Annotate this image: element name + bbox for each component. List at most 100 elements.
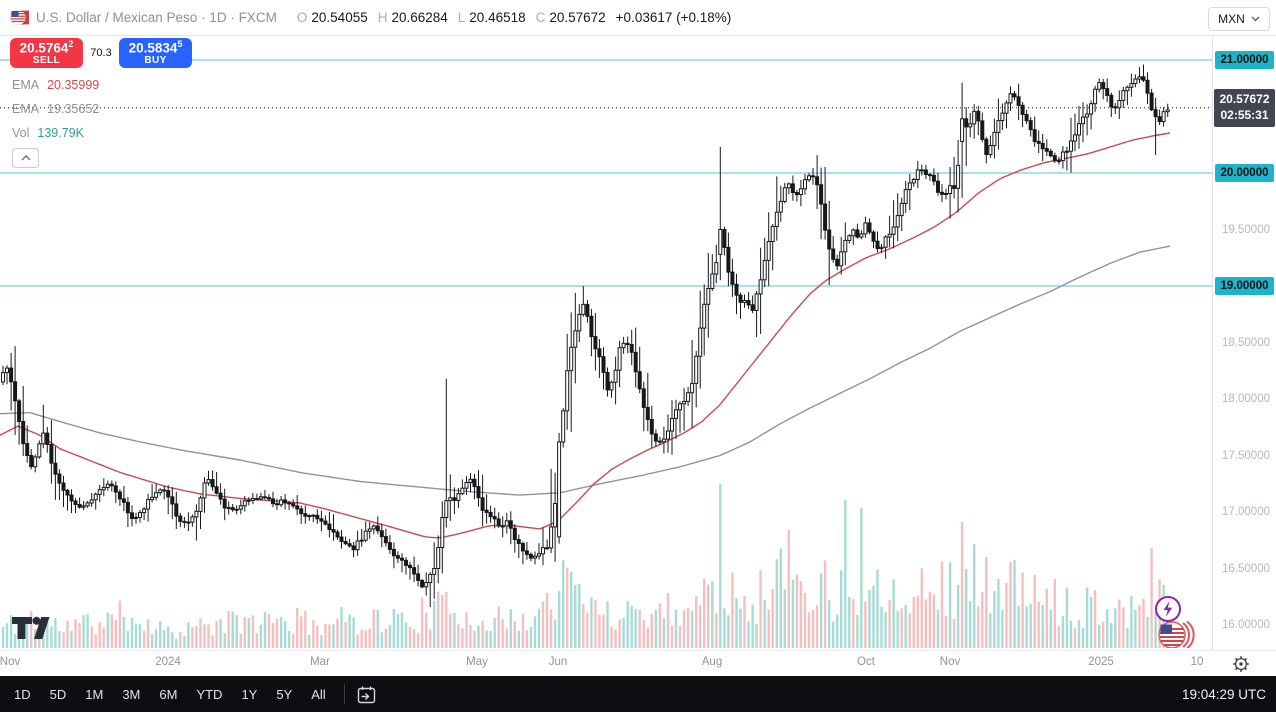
buy-button[interactable]: 20.58345 BUY <box>119 38 192 68</box>
go-to-date-button[interactable] <box>355 682 379 706</box>
candle-body <box>661 438 666 443</box>
volume-bar <box>553 619 557 648</box>
candle-body <box>488 511 493 518</box>
range-button-1y[interactable]: 1Y <box>241 686 258 702</box>
volume-bar <box>275 618 279 648</box>
volume-bar <box>1154 612 1157 648</box>
range-button-6m[interactable]: 6M <box>159 686 178 702</box>
range-button-1d[interactable]: 1D <box>14 686 31 702</box>
volume-bar <box>98 622 101 648</box>
candle-body <box>359 539 364 542</box>
bottom-toolbar: 1D 5D 1M 3M 6M YTD 1Y 5Y All 19:04:29 UTC <box>0 676 1276 712</box>
candle-body <box>468 478 473 483</box>
candle-body <box>206 479 211 484</box>
volume-bar <box>699 605 702 648</box>
candlestick-chart[interactable] <box>0 36 1212 650</box>
indicator-ema-fast[interactable]: EMA 20.35999 <box>12 78 100 92</box>
candle-body <box>65 489 70 496</box>
volume-bar <box>457 623 460 648</box>
candle-body <box>577 313 582 332</box>
candle-body <box>1044 148 1049 152</box>
indicator-volume[interactable]: Vol 139.79K <box>12 126 84 140</box>
collapse-indicators-button[interactable] <box>12 148 39 168</box>
candle-body <box>1097 82 1102 90</box>
volume-bar <box>360 629 363 648</box>
currency-selector[interactable]: MXN <box>1208 7 1270 31</box>
candle-body <box>202 482 207 499</box>
high-value: 20.66284 <box>391 10 448 25</box>
volume-bar <box>175 638 178 648</box>
chart-canvas[interactable]: 20.57642 SELL 70.3 20.58345 BUY EMA 20.35… <box>0 36 1212 650</box>
candle-body <box>69 494 74 502</box>
volume-bar <box>316 625 319 648</box>
volume-bar <box>106 612 109 648</box>
volume-bar <box>396 614 400 648</box>
candle-body <box>895 215 900 228</box>
tradingview-logo[interactable] <box>10 616 50 642</box>
candle-body <box>158 489 163 494</box>
candle-body <box>41 432 46 445</box>
candle-body <box>996 120 1001 133</box>
candle-body <box>355 540 360 551</box>
volume-bar <box>795 574 799 648</box>
volume-bar <box>62 632 65 648</box>
candle-body <box>1125 86 1130 92</box>
volume-bar <box>521 613 525 648</box>
candle-body <box>49 444 54 464</box>
volume-bar <box>1118 599 1121 648</box>
range-button-3m[interactable]: 3M <box>122 686 141 702</box>
volume-bar <box>1017 605 1020 648</box>
range-button-1m[interactable]: 1M <box>85 686 104 702</box>
candle-body <box>770 225 775 242</box>
candle-body <box>851 229 856 237</box>
candle-body <box>146 499 151 510</box>
volume-bar <box>138 623 142 648</box>
volume-bar <box>368 628 371 648</box>
symbol-title[interactable]: U.S. Dollar / Mexican Peso · 1D · FXCM <box>36 10 277 25</box>
volume-bar <box>364 630 367 648</box>
volume-bar <box>993 591 996 648</box>
candle-body <box>460 487 465 495</box>
axis-settings-gear-icon[interactable] <box>1232 655 1250 673</box>
close-value: 20.57672 <box>549 10 606 25</box>
trade-panel: 20.57642 SELL 70.3 20.58345 BUY <box>10 38 192 68</box>
chevron-down-icon <box>1251 16 1260 22</box>
volume-bar <box>287 631 291 648</box>
volume-bar <box>271 622 275 648</box>
price-axis[interactable]: 20.57672 02:55:31 19.50000 18.50000 18.000… <box>1212 36 1276 650</box>
volume-bar <box>324 623 327 648</box>
volume-bar <box>78 623 81 648</box>
volume-bar <box>1057 626 1061 648</box>
volume-bar <box>150 634 154 648</box>
volume-bar <box>400 612 404 648</box>
candle-body <box>682 400 687 405</box>
candle-body <box>746 300 751 306</box>
candle-body <box>1161 111 1166 123</box>
candle-body <box>476 486 481 499</box>
range-button-5y[interactable]: 5Y <box>276 686 293 702</box>
range-button-ytd[interactable]: YTD <box>196 686 223 702</box>
candle-body <box>1165 109 1170 113</box>
range-button-all[interactable]: All <box>311 686 326 702</box>
volume-bar <box>187 622 190 648</box>
candle-body <box>222 498 227 509</box>
flag-symbol-icon[interactable] <box>1158 620 1195 649</box>
range-button-5d[interactable]: 5D <box>49 686 67 702</box>
candle-body <box>1077 123 1081 136</box>
instant-trading-icon[interactable] <box>1155 596 1181 622</box>
candle-body <box>335 531 340 538</box>
volume-bar <box>239 634 242 648</box>
volume-bar <box>94 634 97 648</box>
volume-bar <box>783 589 786 648</box>
volume-bar <box>682 610 686 648</box>
volume-bar <box>340 607 343 648</box>
volume-bar <box>215 621 218 648</box>
volume-bar <box>743 595 746 648</box>
sell-button[interactable]: 20.57642 SELL <box>10 38 83 68</box>
candle-body <box>1 372 5 383</box>
time-axis[interactable]: Nov 2024 Mar May Jun Aug Oct Nov 2025 10 <box>0 650 1276 676</box>
volume-bar <box>610 626 613 648</box>
volume-bar <box>735 598 738 648</box>
indicator-ema-slow[interactable]: EMA 19.35652 <box>12 102 100 116</box>
volume-bar <box>223 633 226 648</box>
